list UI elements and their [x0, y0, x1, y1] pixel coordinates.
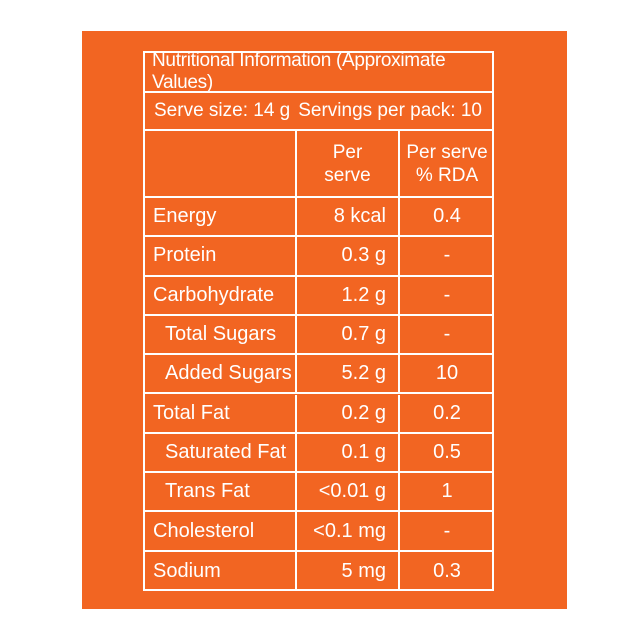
rda-value: -	[398, 276, 494, 314]
per-serve-column-header: Per serve	[295, 131, 398, 196]
per-serve-value: <0.1 mg	[295, 512, 398, 550]
rda-value: -	[398, 512, 494, 550]
per-serve-value: 5 mg	[295, 551, 398, 591]
nutrient-name: Trans Fat	[165, 480, 250, 503]
nutrient-name: Added Sugars	[165, 362, 292, 385]
label-panel	[82, 31, 567, 609]
table-row: Cholesterol <0.1 mg -	[145, 512, 494, 552]
table-row: Total Sugars 0.7 g-	[145, 315, 494, 356]
table-row: Added Sugars 5.2 g 10	[145, 355, 494, 395]
per-serve-header-line2: serve	[324, 164, 371, 186]
table-row: Carbohydrate 1.2 g-	[145, 276, 494, 316]
rda-value: 0.2	[398, 394, 494, 432]
table-title-row: Nutritional Information (Approximate Val…	[145, 50, 492, 93]
nutrient-column-header	[145, 131, 295, 196]
per-serve-value: 0.7 g	[295, 315, 398, 354]
rda-value: 1	[398, 473, 494, 511]
table-row: Protein 0.3 g-	[145, 237, 494, 277]
per-serve-value: 0.2 g	[295, 394, 398, 432]
rda-header-line2: % RDA	[415, 164, 479, 186]
rda-value: 0.4	[398, 198, 494, 236]
per-serve-value: 0.1 g	[295, 433, 398, 472]
nutrient-name: Protein	[153, 244, 217, 267]
rda-value: 10	[398, 355, 494, 393]
per-serve-header-line1: Per	[332, 141, 363, 163]
table-row: Sodium 5 mg 0.3	[145, 551, 494, 591]
nutrient-name: Sodium	[153, 559, 221, 582]
table-row: Energy 8 kcal 0.4	[145, 198, 494, 238]
serving-info-row: Serve size: 14 g Servings per pack: 10	[145, 93, 492, 131]
per-serve-value: 1.2 g	[295, 276, 398, 314]
nutrient-name: Saturated Fat	[165, 440, 287, 463]
per-serve-value: 8 kcal	[295, 198, 398, 236]
serve-size: Serve size: 14 g	[154, 100, 291, 121]
rda-value: -	[398, 237, 494, 275]
rda-header-line1: Per serve	[406, 141, 488, 163]
servings-per-pack: Servings per pack: 10	[298, 100, 482, 121]
rda-column-header: Per serve % RDA	[398, 131, 494, 196]
table-row: Total Fat 0.2 g 0.2	[145, 394, 494, 434]
nutrient-name: Total Fat	[153, 401, 230, 424]
nutrient-name: Energy	[153, 205, 217, 228]
per-serve-value: <0.01 g	[295, 473, 398, 511]
nutrient-name: Carbohydrate	[153, 283, 275, 306]
per-serve-value: 5.2 g	[295, 355, 398, 393]
per-serve-value: 0.3 g	[295, 237, 398, 275]
nutrient-name: Total Sugars	[165, 323, 277, 346]
rda-value: 0.3	[398, 551, 494, 591]
nutrient-name: Cholesterol	[153, 519, 255, 542]
nutrition-table: Nutritional Information (Approximate Val…	[143, 50, 494, 591]
table-title: Nutritional Information (Approximate Val…	[152, 50, 446, 93]
rda-value: -	[398, 315, 494, 354]
column-header-row: Per serve Per serve % RDA	[145, 131, 492, 198]
rda-value: 0.5	[398, 433, 494, 472]
table-row: Saturated Fat 0.1 g 0.5	[145, 433, 494, 474]
